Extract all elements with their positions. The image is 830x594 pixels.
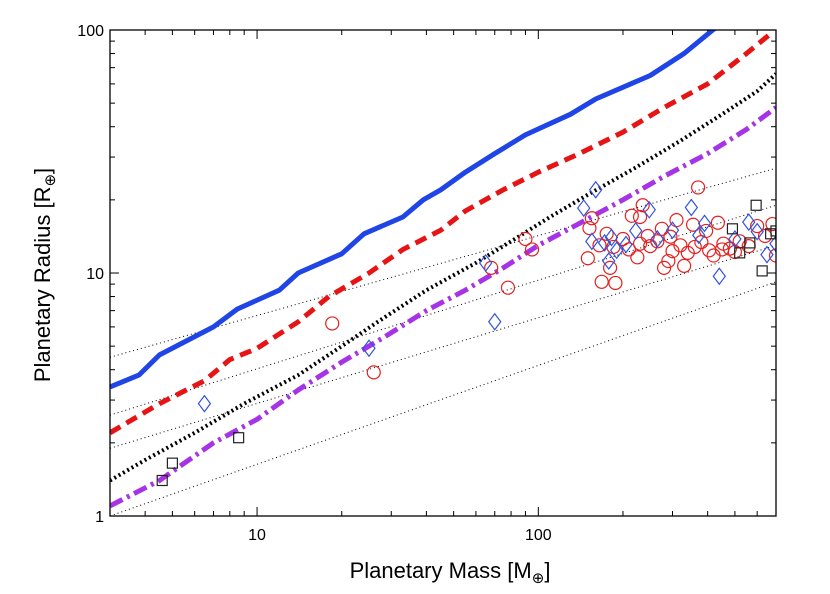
- circle-marker: [673, 238, 688, 253]
- square-marker: [166, 457, 178, 469]
- circle-marker: [750, 218, 765, 234]
- circle-marker: [765, 216, 776, 232]
- circle-marker: [699, 223, 714, 239]
- diamond-marker: [712, 267, 727, 286]
- square-marker: [750, 199, 762, 211]
- circle-marker: [632, 209, 648, 225]
- series-lines: [110, 30, 776, 509]
- circle-marker: [325, 316, 340, 331]
- series-dashdot-purple: [110, 105, 776, 509]
- diamond-marker: [684, 198, 699, 217]
- diamond-marker: [665, 221, 680, 240]
- circle-marker: [710, 215, 725, 230]
- circle-marker: [677, 258, 692, 273]
- plot-frame: [109, 29, 777, 517]
- square-marker: [156, 474, 168, 487]
- circle-marker: [635, 198, 650, 213]
- circle-marker: [663, 229, 678, 244]
- diamond-marker: [478, 253, 493, 272]
- diamond-marker: [769, 234, 776, 253]
- square-marker: [770, 225, 776, 237]
- y-axis-label-subscript: ⊕: [42, 174, 59, 187]
- circle-marker: [580, 251, 595, 266]
- square-marker: [744, 237, 756, 249]
- square-marker: [756, 265, 768, 277]
- series-solid-blue: [110, 30, 717, 390]
- y-tick-label: 1: [95, 509, 104, 526]
- dotted-ref-1: [110, 167, 776, 358]
- diamond-marker: [697, 214, 712, 233]
- circle-marker: [656, 260, 672, 275]
- diamond-marker: [487, 312, 502, 331]
- diamond-marker: [609, 241, 624, 260]
- circle-marker: [603, 260, 618, 275]
- x-tick-label: 100: [525, 527, 552, 544]
- diamond-marker: [362, 339, 376, 358]
- diamond-marker: [628, 221, 643, 240]
- circle-marker: [518, 231, 533, 247]
- circle-marker: [582, 221, 597, 236]
- square-marker: [233, 432, 245, 444]
- circle-marker: [608, 275, 623, 291]
- diamond-marker: [760, 245, 774, 264]
- diamond-marker: [197, 394, 212, 413]
- circle-marker: [584, 211, 599, 226]
- circle-marker: [768, 248, 776, 263]
- dotted-ref-4: [110, 281, 776, 516]
- x-axis-label: Planetary Mass [M⊕]: [350, 558, 551, 587]
- circle-marker: [599, 226, 614, 241]
- diamond-marker: [604, 228, 619, 247]
- circle-marker: [661, 253, 676, 269]
- circle-marker: [592, 238, 607, 253]
- diamond-marker: [576, 199, 591, 218]
- circle-marker: [691, 180, 706, 195]
- x-axis-label-subscript: ⊕: [532, 570, 545, 587]
- dotted-ref-3: [110, 244, 776, 449]
- y-axis-label-end: ]: [30, 168, 55, 174]
- series-dashed-red: [110, 30, 775, 435]
- diamond-marker: [585, 232, 599, 251]
- circle-marker: [714, 242, 730, 257]
- square-marker: [734, 247, 746, 259]
- diamond-marker: [650, 230, 665, 249]
- dotted-ref-2: [110, 204, 776, 416]
- circle-marker: [366, 365, 381, 380]
- diamond-marker: [588, 180, 603, 199]
- series-dotted-black: [110, 72, 776, 483]
- y-tick-label: 100: [77, 23, 104, 40]
- diamond-marker: [642, 200, 657, 219]
- diamond-marker: [601, 252, 616, 271]
- circle-marker: [722, 241, 738, 256]
- axis-ticks: [109, 29, 777, 517]
- x-axis-label-main: Planetary Mass [M: [350, 558, 532, 583]
- x-axis-label-end: ]: [544, 558, 550, 583]
- y-axis-label-main: Planetary Radius [R: [30, 187, 55, 383]
- circle-marker: [624, 208, 639, 223]
- circle-marker: [632, 236, 648, 251]
- circle-marker: [594, 274, 609, 289]
- diamond-marker: [741, 213, 756, 232]
- circle-marker: [524, 242, 540, 257]
- diamond-marker: [728, 230, 742, 249]
- y-tick-label: 10: [86, 266, 104, 283]
- reference-lines: [110, 167, 776, 516]
- circle-marker: [500, 280, 516, 295]
- diamond-marker: [597, 233, 612, 252]
- y-axis-label: Planetary Radius [R⊕]: [30, 168, 59, 382]
- circle-marker: [630, 250, 645, 265]
- x-tick-label: 10: [248, 527, 266, 544]
- circle-marker: [654, 221, 669, 236]
- tick-labels: 10 100 1 10 100: [77, 23, 551, 544]
- diamond-marker: [692, 226, 706, 245]
- diamond-marker: [619, 235, 633, 254]
- markers: [156, 180, 776, 487]
- diamond-marker: [750, 222, 764, 241]
- square-marker: [726, 223, 739, 235]
